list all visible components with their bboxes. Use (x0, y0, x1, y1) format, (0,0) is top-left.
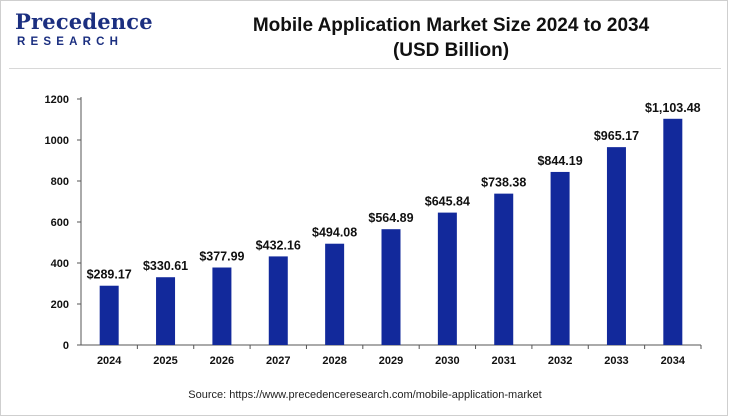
x-tick-label-2027: 2027 (266, 355, 290, 367)
bar-2024 (99, 285, 119, 345)
data-label-2027: $432.16 (256, 238, 301, 252)
x-tick-label-2029: 2029 (379, 355, 403, 367)
data-label-2031: $738.38 (481, 176, 526, 190)
y-tick-label: 600 (51, 217, 69, 229)
brand-name: Precedence (15, 9, 153, 34)
x-tick-label-2032: 2032 (548, 355, 572, 367)
bar-2029 (381, 229, 401, 345)
header-divider (9, 68, 721, 69)
bar-2031 (494, 193, 514, 345)
bar-2033 (606, 147, 626, 345)
data-label-2032: $844.19 (537, 154, 582, 168)
bar-2026 (212, 267, 232, 345)
chart-title-line-1: Mobile Application Market Size 2024 to 2… (252, 15, 650, 36)
bar-chart: 0 200 400 600 800 1000 1200 $289.17 2024 $330.61 2… (45, 94, 702, 367)
data-label-2028: $494.08 (312, 226, 357, 240)
bar-2028 (325, 243, 345, 345)
data-label-2026: $377.99 (199, 250, 244, 264)
y-tick-label: 200 (51, 299, 69, 311)
data-label-2025: $330.61 (143, 259, 188, 273)
x-tick-label-2031: 2031 (491, 355, 515, 367)
data-label-2034: $1,103.48 (645, 101, 701, 115)
bar-2030 (437, 212, 457, 345)
chart-title: Mobile Application Market Size 2024 to 2… (181, 13, 721, 63)
bar-2032 (550, 171, 570, 345)
y-tick-label: 400 (51, 258, 69, 270)
x-tick-label-2026: 2026 (210, 355, 234, 367)
data-label-2030: $645.84 (425, 195, 470, 209)
data-label-2033: $965.17 (594, 129, 639, 143)
bar-2025 (156, 277, 176, 345)
x-tick-label-2024: 2024 (97, 355, 122, 367)
source-note: Source: https://www.precedenceresearch.c… (188, 389, 542, 401)
bar-2034 (663, 118, 683, 346)
brand-subtitle: RESEARCH (17, 36, 124, 48)
x-tick-label-2033: 2033 (604, 355, 628, 367)
x-tick-label-2028: 2028 (322, 355, 346, 367)
y-tick-label: 0 (63, 340, 69, 352)
chart-title-line-2: (USD Billion) (392, 40, 510, 61)
y-tick-label: 800 (51, 176, 69, 188)
data-label-2024: $289.17 (87, 268, 132, 282)
data-label-2029: $564.89 (368, 211, 413, 225)
bar-2027 (268, 256, 288, 345)
x-tick-label-2034: 2034 (661, 355, 686, 367)
brand-logo: Precedence RESEARCH (15, 9, 153, 59)
x-tick-label-2030: 2030 (435, 355, 459, 367)
x-tick-label-2025: 2025 (153, 355, 177, 367)
y-tick-label: 1000 (45, 135, 69, 147)
y-tick-label: 1200 (45, 94, 69, 106)
